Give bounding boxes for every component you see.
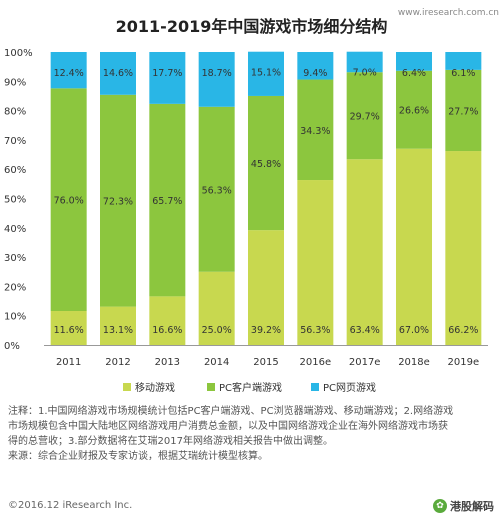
y-tick-label: 80% bbox=[4, 107, 26, 118]
bar-segment bbox=[445, 52, 482, 70]
data-label: 76.0% bbox=[54, 196, 84, 207]
note-line: 得的总营收；3.部分数据将在艾瑞2017年网络游戏相关报告中做出调整。 bbox=[8, 436, 333, 447]
x-tick-label: 2012 bbox=[105, 357, 130, 368]
bar-segment bbox=[445, 69, 482, 152]
wechat-icon: ✿ bbox=[433, 499, 447, 513]
x-tick-label: 2013 bbox=[155, 357, 180, 368]
data-label: 63.4% bbox=[350, 325, 380, 336]
y-tick-label: 10% bbox=[4, 312, 26, 323]
data-label: 6.1% bbox=[451, 68, 475, 79]
x-tick-label: 2015 bbox=[253, 357, 278, 368]
bars-group: 11.6% 76.0% 12.4% 13.1% 72.3% 14.6% 16.6% 65.7%… bbox=[50, 51, 482, 345]
bar-segment bbox=[198, 271, 235, 345]
legend-swatch bbox=[207, 383, 215, 391]
data-label: 72.3% bbox=[103, 197, 133, 208]
data-label: 16.6% bbox=[152, 325, 182, 336]
bar-segment bbox=[445, 151, 482, 345]
x-tick-label: 2014 bbox=[204, 357, 229, 368]
data-label: 15.1% bbox=[251, 68, 281, 79]
data-label: 18.7% bbox=[202, 68, 232, 79]
x-tick-label: 2017e bbox=[349, 357, 381, 368]
legend-swatch bbox=[311, 383, 319, 391]
data-label: 34.3% bbox=[300, 126, 330, 137]
chart-title: 2011-2019年中国游戏市场细分结构 bbox=[115, 17, 388, 36]
bar-segment bbox=[297, 180, 334, 345]
bar-segment bbox=[50, 52, 87, 89]
note-line: 市场规模包含中国大陆地区网络游戏用户消费总金额，以及中国网络游戏企业在海外网络游… bbox=[8, 421, 448, 432]
y-tick-label: 70% bbox=[4, 136, 26, 147]
bar-segment bbox=[248, 95, 284, 231]
bar-segment bbox=[149, 296, 186, 345]
copyright: ©2016.12 iResearch Inc. bbox=[8, 500, 133, 511]
bar-segment bbox=[346, 72, 383, 160]
y-tick-label: 20% bbox=[4, 282, 26, 293]
x-tick-label: 2016e bbox=[300, 357, 332, 368]
source-line: 来源：综合企业财报及专家访谈，根据艾瑞统计模型核算。 bbox=[8, 451, 268, 462]
data-label: 66.2% bbox=[448, 325, 478, 336]
bar-segment bbox=[396, 52, 432, 71]
bar-segment bbox=[346, 159, 383, 345]
bar-segment bbox=[100, 52, 136, 95]
bar-segment bbox=[297, 52, 334, 80]
bar-segment bbox=[100, 306, 136, 345]
legend-swatch bbox=[123, 383, 131, 391]
y-tick-label: 50% bbox=[4, 195, 26, 206]
data-label: 9.4% bbox=[303, 68, 327, 79]
data-label: 39.2% bbox=[251, 325, 281, 336]
data-label: 27.7% bbox=[448, 106, 478, 117]
y-tick-label: 30% bbox=[4, 253, 26, 264]
watermark-text: 港股解码 bbox=[450, 500, 494, 513]
bar-segment bbox=[149, 52, 186, 104]
bar-segment bbox=[297, 79, 334, 181]
notes: 注释：1.中国网络游戏市场规模统计包括PC客户端游戏、PC浏览器端游戏、移动端游… bbox=[8, 404, 496, 464]
data-label: 7.0% bbox=[353, 68, 377, 79]
data-label: 45.8% bbox=[251, 159, 281, 170]
data-label: 56.3% bbox=[300, 325, 330, 336]
y-tick-label: 90% bbox=[4, 77, 26, 88]
data-label: 6.4% bbox=[402, 68, 426, 79]
data-label: 67.0% bbox=[399, 325, 429, 336]
x-tick-label: 2018e bbox=[398, 357, 430, 368]
legend-label: 移动游戏 bbox=[135, 381, 175, 394]
data-label: 14.6% bbox=[103, 68, 133, 79]
bar-segment bbox=[198, 106, 235, 272]
data-label: 29.7% bbox=[350, 112, 380, 123]
bar-segment bbox=[346, 51, 383, 73]
y-tick-label: 0% bbox=[4, 341, 20, 352]
bar-segment bbox=[248, 230, 284, 345]
watermark: ✿ 港股解码 bbox=[433, 498, 494, 514]
bar-segment bbox=[396, 148, 432, 345]
bar-segment bbox=[198, 52, 235, 107]
bar-segment bbox=[100, 94, 136, 307]
legend-label: PC网页游戏 bbox=[323, 381, 376, 394]
data-label: 56.3% bbox=[202, 185, 232, 196]
x-axis: 2011 2012 2013 2014 2015 2016e 2017e 2018e 2019e bbox=[44, 345, 488, 368]
bar-segment bbox=[50, 88, 87, 312]
stacked-bar-chart: 0% 10% 20% 30% 40% 50% 60% 70% 80% 90% 100% 11.6% 7… bbox=[4, 48, 488, 394]
x-tick-label: 2011 bbox=[56, 357, 81, 368]
data-label: 13.1% bbox=[103, 325, 133, 336]
bar-segment bbox=[248, 51, 284, 96]
bar-segment bbox=[149, 103, 186, 297]
y-axis: 0% 10% 20% 30% 40% 50% 60% 70% 80% 90% 100% bbox=[4, 48, 33, 352]
data-label: 65.7% bbox=[152, 196, 182, 207]
bar-segment bbox=[50, 311, 87, 345]
data-label: 25.0% bbox=[202, 325, 232, 336]
site-url: www.iresearch.com.cn bbox=[397, 8, 499, 18]
legend: 移动游戏 PC客户端游戏 PC网页游戏 bbox=[123, 381, 376, 394]
x-tick-label: 2019e bbox=[448, 357, 480, 368]
legend-label: PC客户端游戏 bbox=[219, 381, 282, 394]
data-label: 17.7% bbox=[152, 68, 182, 79]
y-tick-label: 60% bbox=[4, 165, 26, 176]
y-tick-label: 40% bbox=[4, 224, 26, 235]
bar-segment bbox=[396, 70, 432, 149]
data-label: 26.6% bbox=[399, 106, 429, 117]
data-label: 12.4% bbox=[54, 68, 84, 79]
y-tick-label: 100% bbox=[4, 48, 33, 59]
footer: ©2016.12 iResearch Inc. ✿ 港股解码 bbox=[8, 496, 496, 514]
note-line: 注释：1.中国网络游戏市场规模统计包括PC客户端游戏、PC浏览器端游戏、移动端游… bbox=[8, 406, 454, 417]
data-label: 11.6% bbox=[54, 325, 84, 336]
